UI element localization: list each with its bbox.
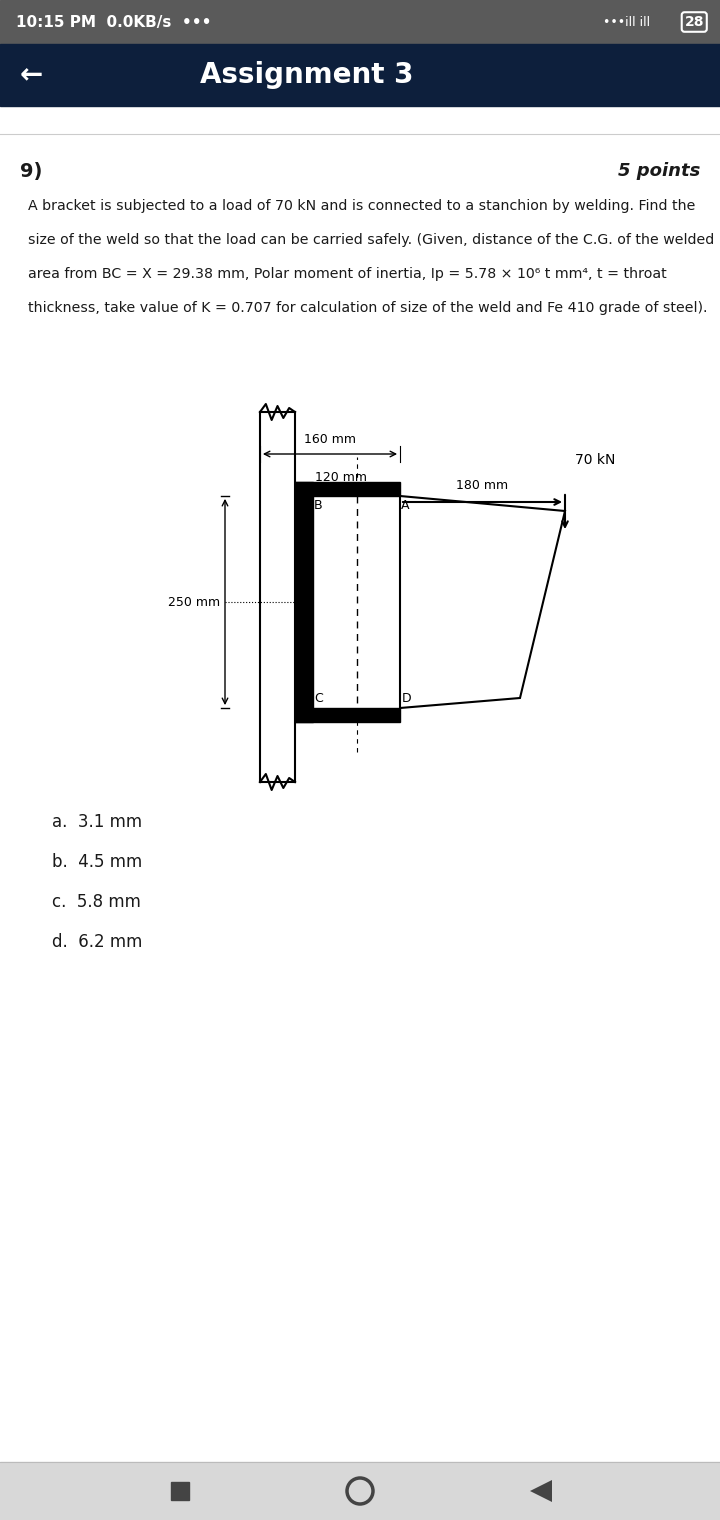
- Text: C: C: [314, 692, 323, 705]
- Bar: [0, 0, 720, 44]
- Text: c.  5.8 mm: c. 5.8 mm: [52, 894, 141, 910]
- Text: d.  6.2 mm: d. 6.2 mm: [52, 933, 143, 952]
- Polygon shape: [530, 1480, 552, 1502]
- Text: 160 mm: 160 mm: [304, 433, 356, 445]
- Text: 180 mm: 180 mm: [456, 479, 508, 492]
- Text: size of the weld so that the load can be carried safely. (Given, distance of the: size of the weld so that the load can be…: [28, 233, 714, 246]
- Text: 10:15 PM  0.0KB/s  •••: 10:15 PM 0.0KB/s •••: [16, 15, 212, 29]
- Text: a.  3.1 mm: a. 3.1 mm: [52, 813, 142, 831]
- Text: B: B: [314, 499, 323, 512]
- Text: Assignment 3: Assignment 3: [200, 61, 413, 90]
- Text: 5 points: 5 points: [618, 163, 700, 179]
- Text: 250 mm: 250 mm: [168, 596, 220, 608]
- Bar: [0, 1462, 720, 1520]
- Text: b.  4.5 mm: b. 4.5 mm: [52, 853, 143, 871]
- Text: 9): 9): [20, 161, 42, 181]
- Bar: [295, 708, 400, 722]
- Polygon shape: [400, 496, 565, 708]
- Text: 120 mm: 120 mm: [315, 471, 367, 483]
- Text: D: D: [402, 692, 412, 705]
- Bar: [295, 482, 400, 496]
- Bar: [295, 482, 313, 722]
- Bar: [171, 1482, 189, 1500]
- Text: thickness, take value of K = 0.707 for calculation of size of the weld and Fe 41: thickness, take value of K = 0.707 for c…: [28, 301, 708, 315]
- Text: ←: ←: [20, 61, 43, 90]
- Text: A: A: [401, 499, 410, 512]
- Text: A bracket is subjected to a load of 70 kN and is connected to a stanchion by wel: A bracket is subjected to a load of 70 k…: [28, 199, 696, 213]
- Text: area from BC = X = 29.38 mm, Polar moment of inertia, Ip = 5.78 × 10⁶ t mm⁴, t =: area from BC = X = 29.38 mm, Polar momen…: [28, 268, 667, 281]
- Text: •••ill ill: •••ill ill: [603, 15, 650, 29]
- Bar: [0, 44, 720, 106]
- Text: 70 kN: 70 kN: [575, 453, 616, 467]
- Text: 28: 28: [685, 15, 704, 29]
